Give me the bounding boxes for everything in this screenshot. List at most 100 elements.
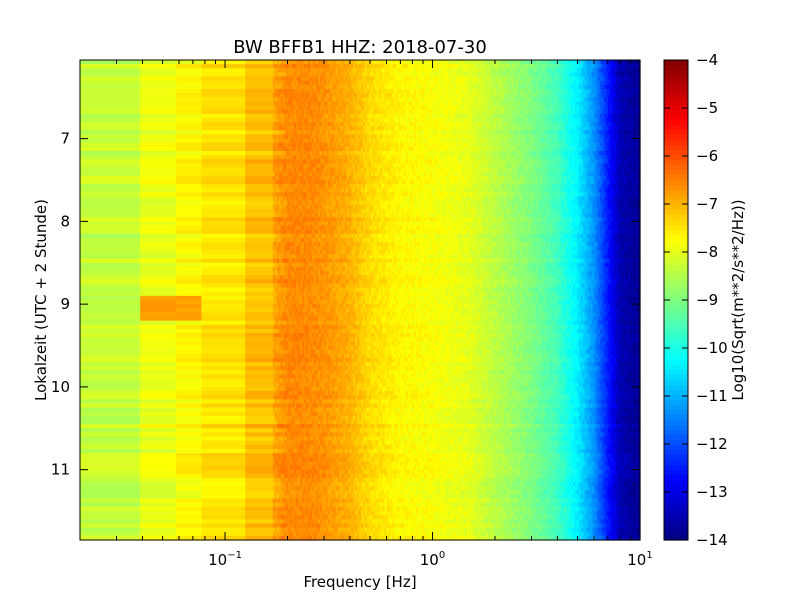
heatmap-cell [496,93,499,98]
heatmap-cell [286,72,290,78]
heatmap-cell [435,93,439,98]
heatmap-cell [606,84,609,90]
heatmap-cell [621,105,625,111]
heatmap-cell [392,151,396,156]
heatmap-cell [490,113,494,119]
heatmap-cell [353,68,356,74]
heatmap-cell [376,146,380,152]
heatmap-cell [276,134,280,140]
heatmap-cell [484,138,488,144]
heatmap-cell [616,122,619,127]
heatmap-cell [565,146,568,152]
heatmap-cell [565,113,568,119]
heatmap-cell [365,64,368,69]
heatmap-cell [276,126,280,131]
heatmap-cell [327,76,331,82]
heatmap-cell [286,122,290,127]
heatmap-cell [412,60,415,65]
heatmap-cell [492,84,496,90]
heatmap-cell [610,84,613,90]
heatmap-cell [629,109,633,115]
heatmap-cell [600,105,603,111]
heatmap-cell [398,101,401,107]
heatmap-cell [329,122,333,127]
heatmap-cell [345,117,348,123]
heatmap-cell [596,146,599,152]
heatmap-cell [417,97,421,102]
heatmap-cell [388,68,392,74]
heatmap-cell [333,64,337,69]
heatmap-cell [386,122,390,127]
heatmap-cell [382,105,386,111]
heatmap-cell [504,76,507,82]
heatmap-cell [584,146,588,152]
heatmap-cell [372,130,376,136]
heatmap-cell [582,126,586,131]
heatmap-cell [474,105,478,111]
heatmap-cell [521,134,525,140]
heatmap-cell [335,122,339,127]
heatmap-cell [365,60,368,65]
heatmap-cell [472,97,476,102]
heatmap-cell [633,76,637,82]
heatmap-cell [441,122,445,127]
heatmap-cell [306,76,309,82]
heatmap-cell [614,142,617,148]
heatmap-cell [351,146,354,152]
heatmap-cell [423,151,427,156]
heatmap-cell [610,64,613,69]
heatmap-cell [463,126,466,131]
heatmap-cell [274,80,278,86]
heatmap-cell [516,117,519,123]
heatmap-cell [357,126,360,131]
heatmap-cell [459,113,462,119]
heatmap-cell [551,142,554,148]
heatmap-cell [580,80,584,86]
heatmap-cell [449,126,452,131]
heatmap-cell [327,151,331,156]
heatmap-cell [435,60,439,65]
heatmap-cell [370,101,374,107]
heatmap-cell [616,117,619,123]
heatmap-cell [425,105,429,111]
heatmap-cell [625,88,629,94]
heatmap-cell [616,138,619,144]
heatmap-cell [592,130,596,136]
heatmap-cell [608,84,611,90]
heatmap-cell [578,64,582,69]
heatmap-cell [529,151,533,156]
heatmap-cell [557,88,560,94]
heatmap-cell [461,134,464,140]
heatmap-cell [459,72,462,78]
heatmap-cell [580,101,584,107]
heatmap-cell [533,76,537,82]
heatmap-cell [408,72,411,78]
heatmap-cell [349,134,352,140]
heatmap-cell [623,134,627,140]
heatmap-cell [459,109,462,115]
heatmap-cell [602,101,605,107]
heatmap-cell [519,88,523,94]
heatmap-cell [557,117,560,123]
heatmap-cell [478,84,482,90]
heatmap-cell [357,88,360,94]
heatmap-cell [414,101,417,107]
heatmap-cell [410,72,413,78]
heatmap-cell [463,76,466,82]
heatmap-cell [533,117,537,123]
heatmap-cell [465,101,468,107]
heatmap-cell [382,88,386,94]
heatmap-cell [559,72,562,78]
heatmap-cell [329,117,333,123]
heatmap-cell [398,64,401,69]
heatmap-cell [376,117,380,123]
heatmap-cell [445,68,448,74]
heatmap-cell [282,60,286,65]
heatmap-cell [617,113,621,119]
heatmap-cell [494,68,497,74]
heatmap-cell [427,126,431,131]
heatmap-cell [463,105,466,111]
heatmap-cell [315,151,319,156]
heatmap-cell [621,64,625,69]
heatmap-cell [565,126,568,131]
